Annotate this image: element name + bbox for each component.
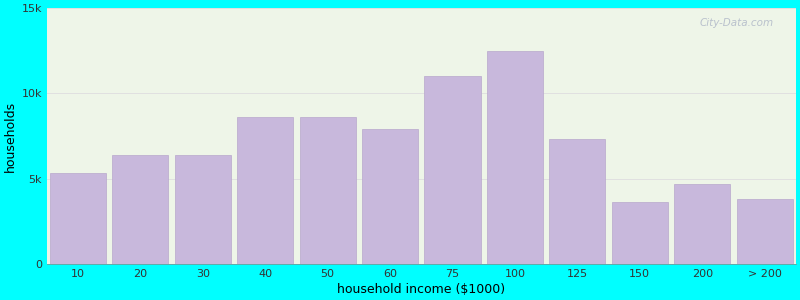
Bar (612, 202, 668, 264)
Bar (112, 155, 169, 264)
Bar (487, 51, 543, 264)
Bar (674, 184, 730, 264)
Bar (550, 140, 606, 264)
Bar (737, 199, 793, 264)
Bar (237, 117, 294, 264)
Y-axis label: households: households (4, 100, 17, 172)
X-axis label: household income ($1000): household income ($1000) (338, 283, 506, 296)
Bar (50, 173, 106, 264)
Text: City-Data.com: City-Data.com (699, 18, 774, 28)
Bar (174, 155, 231, 264)
Bar (362, 129, 418, 264)
Bar (424, 76, 481, 264)
Bar (299, 117, 356, 264)
